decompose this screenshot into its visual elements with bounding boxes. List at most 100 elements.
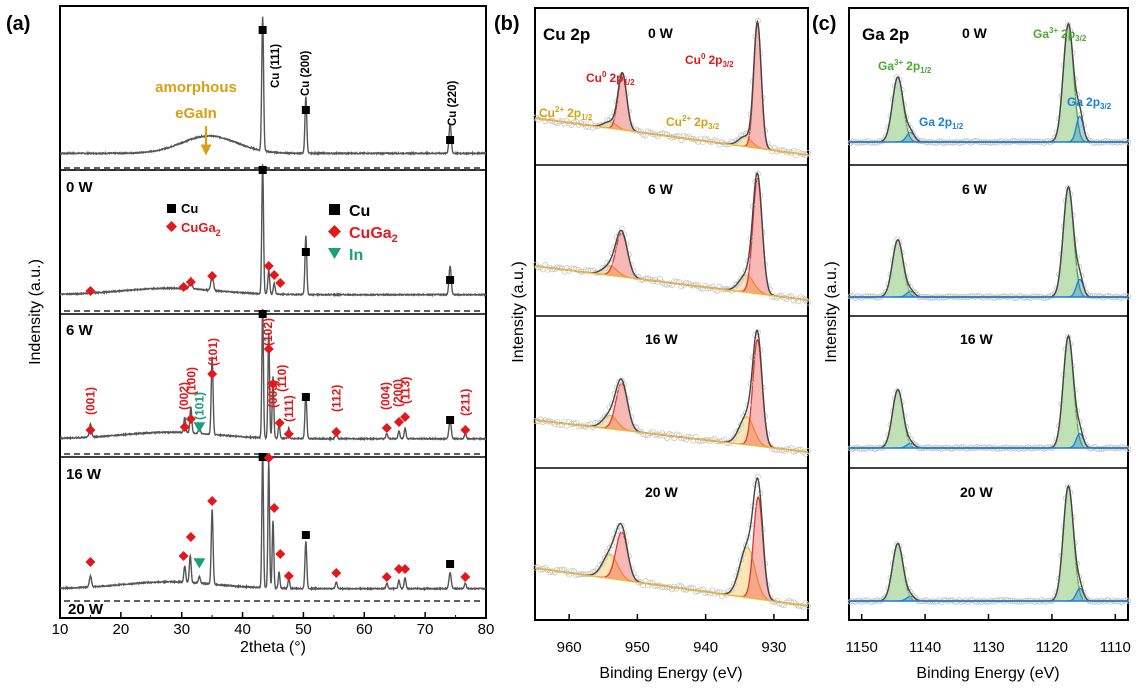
- raw-data-point: [858, 445, 865, 452]
- cuga2-marker: [178, 282, 189, 292]
- raw-data-point: [649, 579, 656, 586]
- raw-data-point: [874, 139, 881, 146]
- raw-data-point: [976, 293, 983, 300]
- raw-data-point: [847, 598, 854, 605]
- raw-data-point: [931, 139, 938, 146]
- hkl-label: (200): [391, 379, 405, 407]
- b-0w: 0 W: [648, 25, 674, 41]
- xtick-label: 960: [557, 639, 582, 656]
- raw-data-point: [894, 388, 901, 395]
- a-xtick-label: 70: [417, 621, 434, 638]
- hkl-label: (101): [192, 392, 206, 420]
- a-xtick-label: 50: [295, 621, 312, 638]
- cuga2-marker: [460, 425, 471, 435]
- fit-component-fill: [581, 266, 640, 279]
- raw-data-point: [905, 431, 912, 438]
- xtick-label: 930: [761, 639, 786, 656]
- c-6w: 6 W: [962, 181, 988, 197]
- raw-data-point: [1027, 138, 1034, 145]
- fit-component-fill: [1047, 336, 1089, 448]
- cuga2-marker: [393, 417, 404, 427]
- b-title: Cu 2p: [543, 25, 590, 44]
- cuga2-marker: [85, 557, 96, 567]
- raw-data-point: [1065, 21, 1072, 28]
- hkl-label: (003): [266, 380, 280, 408]
- cu111-label: Cu (111): [270, 44, 282, 88]
- raw-data-point: [1082, 132, 1089, 139]
- hkl-label: (110): [275, 365, 289, 392]
- fit-component-fill: [894, 291, 927, 297]
- xtick-label: 1110: [1100, 639, 1131, 656]
- fit-component-fill: [1065, 588, 1094, 601]
- cuga2-marker: [207, 369, 218, 379]
- cu-marker: [446, 416, 455, 424]
- cuga2-marker: [185, 532, 196, 542]
- xtick-label: 1120: [1036, 639, 1068, 656]
- fit-component-fill: [739, 497, 777, 602]
- fit-component-fill: [717, 547, 778, 602]
- xrd-trace: [59, 452, 487, 592]
- xtick-label: 940: [693, 639, 718, 656]
- legend-cu-marker: [167, 204, 176, 213]
- raw-data-point: [894, 74, 901, 81]
- cuga2-marker: [400, 412, 411, 422]
- legend-cu-label: Cu: [181, 201, 198, 216]
- raw-data-point: [1096, 293, 1103, 300]
- raw-data-point: [778, 447, 785, 454]
- cu-marker: [301, 393, 310, 401]
- cuga2-marker: [283, 429, 294, 439]
- cu-marker: [446, 136, 455, 144]
- cu0-2p12-label: Cu0 2p1/2: [586, 70, 635, 87]
- a-xtick-label: 10: [52, 621, 69, 638]
- cu220-label: Cu (220): [447, 80, 459, 126]
- raw-data-point: [1065, 184, 1072, 191]
- c-title: Ga 2p: [862, 25, 909, 44]
- hkl-label: (101): [206, 338, 220, 366]
- raw-data-point: [996, 597, 1003, 604]
- hkl-label: (111): [282, 395, 296, 422]
- cu-marker: [446, 276, 455, 284]
- fit-component-fill: [598, 383, 645, 433]
- fit-component-fill: [876, 77, 920, 142]
- cu-marker: [258, 166, 267, 174]
- cuga2-marker: [275, 278, 286, 288]
- cuga2-marker: [400, 564, 411, 574]
- fit-component-fill: [1065, 116, 1094, 142]
- ga-2p12-label: Ga 2p1/2: [919, 115, 964, 131]
- raw-data-point: [532, 114, 539, 121]
- a-xtick-label: 80: [478, 621, 495, 638]
- fit-component-fill: [894, 443, 927, 448]
- raw-data-point: [599, 264, 606, 271]
- panel-c-label: (c): [812, 13, 836, 35]
- raw-data-point: [1082, 441, 1089, 448]
- cuga2-marker: [207, 271, 218, 281]
- xrd-trace: [59, 164, 487, 298]
- raw-data-point: [585, 123, 592, 130]
- c-yaxis-title: Intensity (a.u.): [823, 261, 840, 362]
- c-20w: 20 W: [960, 484, 993, 500]
- panel-a-xrd: (a) Cu (111) Cu (200) Cu (220) amorphous…: [6, 5, 495, 656]
- raw-data-point: [974, 138, 981, 145]
- ga-2p32-label: Ga 2p3/2: [1067, 95, 1112, 111]
- fit-component-fill: [1047, 486, 1089, 601]
- raw-data-point: [1091, 292, 1098, 299]
- cu-marker: [301, 531, 310, 539]
- raw-data-point: [960, 444, 967, 451]
- cu2-2p32-label: Cu2+ 2p3/2: [666, 114, 720, 131]
- b-16w: 16 W: [645, 331, 678, 347]
- cuga2-marker: [85, 425, 96, 435]
- fit-component-fill: [604, 73, 640, 133]
- cuga2-marker: [331, 427, 342, 437]
- cuga2-marker: [269, 503, 280, 513]
- raw-data-point: [894, 236, 901, 243]
- a-xtick-label: 60: [356, 621, 373, 638]
- raw-data-point: [996, 445, 1003, 452]
- fit-baseline: [534, 419, 809, 453]
- fit-component-fill: [598, 532, 645, 584]
- cuga2-marker: [331, 568, 342, 578]
- cu-marker: [258, 310, 267, 318]
- raw-data-point: [969, 293, 976, 300]
- cuga2-marker: [263, 344, 274, 354]
- cuga2-marker: [381, 572, 392, 582]
